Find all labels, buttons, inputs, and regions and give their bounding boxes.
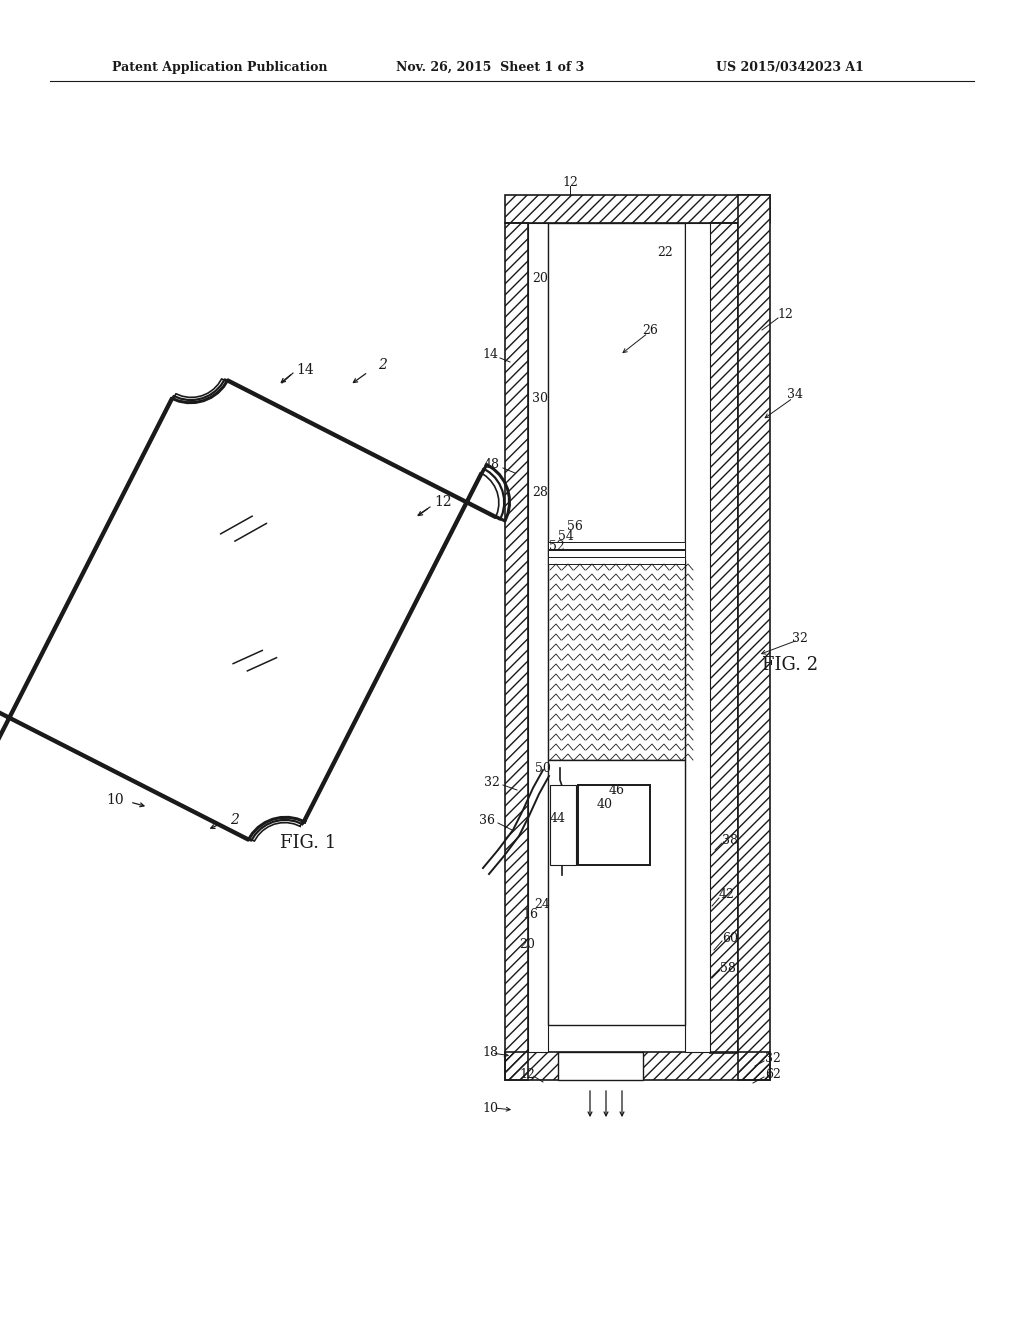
Text: 20: 20	[519, 939, 535, 952]
Bar	[710, 223, 738, 1053]
Bar	[548, 560, 685, 760]
Text: 12: 12	[562, 176, 578, 189]
Bar	[558, 1052, 643, 1080]
Text: 2: 2	[229, 813, 239, 828]
Text: US 2015/0342023 A1: US 2015/0342023 A1	[716, 61, 864, 74]
Bar	[738, 195, 770, 1080]
Bar	[578, 785, 650, 865]
Bar	[550, 766, 683, 777]
Text: 2: 2	[378, 358, 386, 372]
Text: 12: 12	[434, 495, 452, 510]
Bar	[528, 475, 546, 755]
Bar	[528, 560, 546, 760]
Text: FIG. 1: FIG. 1	[280, 834, 336, 851]
Text: 32: 32	[765, 1052, 781, 1064]
Bar	[505, 195, 770, 223]
Bar	[548, 223, 685, 560]
Bar	[548, 550, 685, 557]
Text: 18: 18	[482, 1045, 498, 1059]
Text: 40: 40	[597, 799, 613, 812]
Text: 52: 52	[549, 540, 565, 553]
Text: 46: 46	[609, 784, 625, 796]
Text: 60: 60	[722, 932, 738, 945]
Text: 56: 56	[567, 520, 583, 533]
Text: 16: 16	[522, 908, 538, 921]
Bar	[543, 484, 565, 540]
Text: 32: 32	[792, 631, 808, 644]
Bar	[550, 785, 575, 865]
Text: 10: 10	[106, 793, 124, 807]
Text: FIG. 2: FIG. 2	[762, 656, 818, 675]
Text: 14: 14	[482, 348, 498, 362]
Text: 32: 32	[484, 776, 500, 788]
Text: Patent Application Publication: Patent Application Publication	[113, 61, 328, 74]
Text: 44: 44	[550, 812, 566, 825]
Bar	[548, 543, 685, 549]
Text: 48: 48	[484, 458, 500, 471]
Text: 58: 58	[720, 961, 736, 974]
Polygon shape	[0, 380, 510, 840]
Bar	[550, 246, 568, 305]
Text: 50: 50	[536, 762, 551, 775]
Text: 62: 62	[765, 1068, 781, 1081]
Bar	[550, 335, 568, 389]
Text: 20: 20	[532, 272, 548, 285]
Bar	[548, 557, 685, 564]
Text: 14: 14	[296, 363, 314, 378]
Text: 10: 10	[482, 1101, 498, 1114]
Text: 42: 42	[719, 888, 735, 902]
Text: 22: 22	[657, 246, 673, 259]
Text: 34: 34	[787, 388, 803, 401]
Text: 36: 36	[479, 813, 495, 826]
Bar	[505, 1052, 770, 1080]
Text: 38: 38	[722, 833, 738, 846]
Text: 12: 12	[519, 1068, 535, 1081]
Text: 26: 26	[642, 323, 658, 337]
Bar	[548, 760, 685, 1026]
Bar	[528, 223, 548, 1052]
Text: 30: 30	[532, 392, 548, 404]
Text: 12: 12	[777, 309, 793, 322]
Bar	[505, 223, 528, 1080]
Bar	[685, 223, 710, 1052]
Text: 24: 24	[535, 899, 550, 912]
Text: 28: 28	[532, 487, 548, 499]
Text: 54: 54	[558, 529, 573, 543]
Bar	[650, 766, 683, 1020]
Text: Nov. 26, 2015  Sheet 1 of 3: Nov. 26, 2015 Sheet 1 of 3	[396, 61, 584, 74]
